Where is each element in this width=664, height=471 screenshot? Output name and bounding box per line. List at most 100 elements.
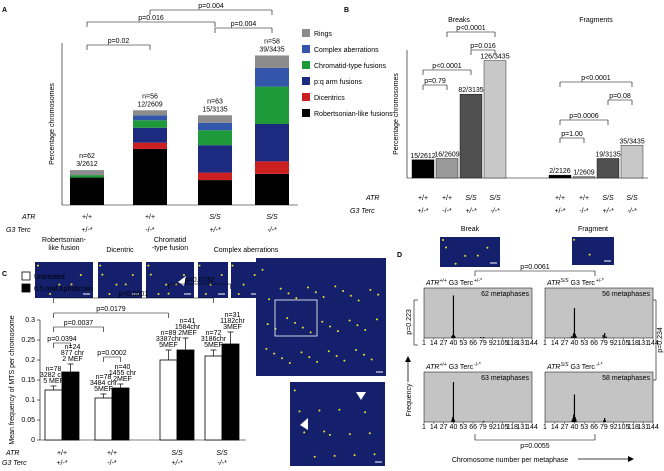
bar-segment	[133, 120, 167, 128]
x-tick-label: 144	[647, 424, 659, 431]
telomere-signal	[279, 287, 282, 290]
p-value: p=0.016	[470, 43, 496, 50]
row-label: G3 Terc	[6, 227, 31, 234]
y-tick-label: 0.1	[25, 397, 35, 404]
histogram-bar	[452, 335, 454, 338]
n-label: 1455 chr	[109, 370, 137, 377]
x-tick-label: +/+	[579, 195, 589, 202]
x-tick-label: +/-*	[417, 208, 428, 215]
x-tick-label: 53	[580, 424, 588, 431]
telomere-signal	[253, 273, 256, 276]
count-label: 15/3135	[202, 106, 227, 113]
legend-swatch	[302, 93, 310, 101]
y-axis-label: Percentage chromosomes	[393, 73, 400, 155]
x-tick-label: 1	[543, 340, 547, 347]
legend-label: 0.5 mM Aphidicolin	[34, 286, 93, 293]
p-value: p<0.0001	[456, 25, 485, 32]
gene: ATR	[546, 364, 560, 371]
x-tick-label: 92	[610, 340, 618, 347]
histogram-bar	[604, 418, 606, 422]
telomere-signal	[307, 286, 309, 289]
telomere-signal	[101, 273, 104, 276]
row-label: G3 Terc	[350, 208, 375, 215]
x-tick-label: 105	[618, 424, 630, 431]
value-label: 126/3435	[480, 54, 509, 61]
telomere-signal	[286, 317, 289, 320]
telomere-signal	[454, 262, 457, 265]
error-bar	[50, 385, 57, 390]
n-label: n=63	[207, 98, 223, 105]
x-tick-label: 53	[459, 424, 467, 431]
y-tick-label: 0.25	[21, 337, 35, 344]
p-value: p<0.0001	[119, 291, 148, 298]
telomere-signal	[36, 264, 39, 267]
telomere-signal	[349, 294, 352, 297]
telomere-signal	[261, 268, 264, 271]
y-tick-label: 0.05	[21, 417, 35, 424]
group-title: Fragments	[579, 17, 613, 24]
panel-letter: C	[2, 271, 7, 278]
x-tick-label: 14	[551, 424, 559, 431]
bar	[435, 158, 459, 179]
image-caption: -type fusion	[152, 245, 188, 252]
x-tick-label: -/-*	[490, 208, 500, 215]
histogram-bar	[452, 382, 455, 422]
histogram-bar	[575, 419, 577, 422]
histogram-bar	[570, 336, 573, 338]
terc: G3 Terc	[449, 280, 474, 287]
histogram-bar	[452, 295, 455, 338]
telomere-signal	[295, 297, 298, 300]
x-tick-label: S/S	[465, 195, 477, 202]
histogram-bar	[603, 420, 605, 422]
x-tick-label: +/+	[442, 195, 452, 202]
x-tick-label: 79	[479, 424, 487, 431]
x-tick-label: 66	[590, 424, 598, 431]
group-title: Breaks	[448, 17, 470, 24]
telomere-signal	[70, 283, 73, 286]
telomere-signal	[220, 273, 223, 276]
micrograph	[256, 258, 386, 376]
x-tick-label: 53	[580, 340, 588, 347]
p-value: p=0.0179	[96, 306, 125, 313]
micrograph	[440, 237, 500, 267]
genotype: +/+	[439, 362, 446, 368]
n-label: n=41	[180, 318, 196, 325]
p-value: p=0.004	[231, 21, 257, 28]
legend-label: Chromatid-type fusions	[314, 63, 386, 70]
count-label: 39/3435	[259, 46, 284, 53]
x-tick-label: 92	[489, 340, 497, 347]
bar	[204, 355, 223, 441]
plot-title: ATRS/S G3 Terc+/-*	[546, 278, 604, 287]
bar-segment	[255, 173, 289, 205]
bar-segment	[255, 161, 289, 174]
x-tick-label: 105	[497, 424, 509, 431]
x-tick-label: 40	[450, 424, 458, 431]
n-label: 877 chr	[61, 350, 85, 357]
legend-label: Untreated	[34, 274, 65, 281]
x-tick-label: 144	[647, 340, 659, 347]
count-label: 62 metaphases	[481, 291, 529, 298]
gene: ATR	[425, 280, 439, 287]
bar	[94, 397, 113, 441]
micrograph	[35, 262, 93, 298]
telomere-signal	[364, 411, 367, 414]
x-tick-label: -/-*	[267, 227, 277, 234]
x-tick-label: 14	[430, 340, 438, 347]
histogram-bar	[483, 421, 485, 422]
x-tick-label: +/+	[82, 214, 92, 221]
n-label: n=24	[65, 344, 81, 351]
bar-segment	[133, 115, 167, 121]
n-label: 5MEF	[94, 386, 113, 393]
x-tick-label: +/+	[107, 450, 117, 457]
row-label: ATR	[365, 195, 379, 202]
y-axis-label: Percentage chromosomes	[49, 83, 56, 165]
x-tick-label: 14	[551, 340, 559, 347]
x-tick-label: 105	[618, 340, 630, 347]
x-tick-label: 144	[526, 424, 538, 431]
bar-segment	[255, 67, 289, 87]
bar-segment	[133, 110, 167, 116]
bar-segment	[198, 122, 232, 131]
x-tick-label: 118	[628, 340, 639, 347]
image-caption: Robertsonian-	[42, 237, 87, 244]
